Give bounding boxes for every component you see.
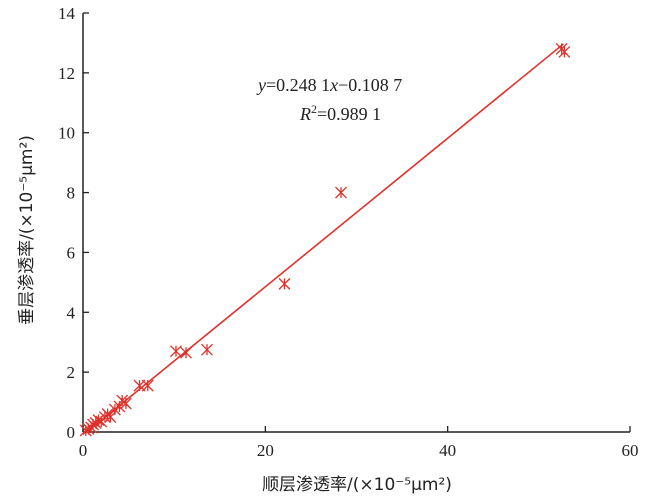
r-variable: R xyxy=(299,104,311,124)
x-tick-label: 0 xyxy=(79,441,88,460)
regression-equation: y=0.248 1x−0.108 7 xyxy=(256,75,402,95)
data-points xyxy=(79,42,571,437)
data-point xyxy=(335,186,347,199)
x-tick-label: 60 xyxy=(622,441,639,460)
eq-tail: −0.108 7 xyxy=(338,75,402,95)
data-point xyxy=(201,343,213,356)
eq-x-variable: x xyxy=(329,75,338,95)
y-tick-label: 2 xyxy=(67,363,76,382)
y-tick-label: 0 xyxy=(67,423,76,442)
y-tick-label: 8 xyxy=(67,184,76,203)
x-axis-ticks: 0 20 40 60 xyxy=(79,426,639,460)
fit-line-layer xyxy=(87,43,564,433)
x-axis-title: 顺层渗透率/(×10⁻⁵μm²) xyxy=(262,475,452,495)
data-point xyxy=(180,346,192,359)
r-value: =0.989 1 xyxy=(317,104,381,124)
data-point xyxy=(141,379,154,392)
r-superscript: 2 xyxy=(311,102,317,116)
x-tick-label: 20 xyxy=(257,441,274,460)
y-tick-label: 6 xyxy=(67,243,76,262)
y-tick-label: 14 xyxy=(58,4,76,23)
y-tick-label: 12 xyxy=(58,64,75,83)
x-tick-label: 40 xyxy=(439,441,456,460)
y-axis-ticks: 0 2 4 6 8 10 12 14 xyxy=(58,4,89,442)
axes xyxy=(82,13,630,433)
data-point xyxy=(558,45,571,58)
y-axis-title: 垂层渗透率/(×10⁻⁵μm²) xyxy=(17,135,37,325)
fit-line xyxy=(87,43,564,433)
eq-middle: =0.248 1 xyxy=(266,75,330,95)
data-point xyxy=(170,345,182,358)
eq-y-variable: y xyxy=(256,75,266,95)
y-tick-label: 4 xyxy=(67,303,76,322)
data-point xyxy=(119,397,132,410)
r-squared: R2=0.989 1 xyxy=(299,102,381,124)
y-tick-label: 10 xyxy=(58,124,75,143)
data-point xyxy=(278,277,291,290)
